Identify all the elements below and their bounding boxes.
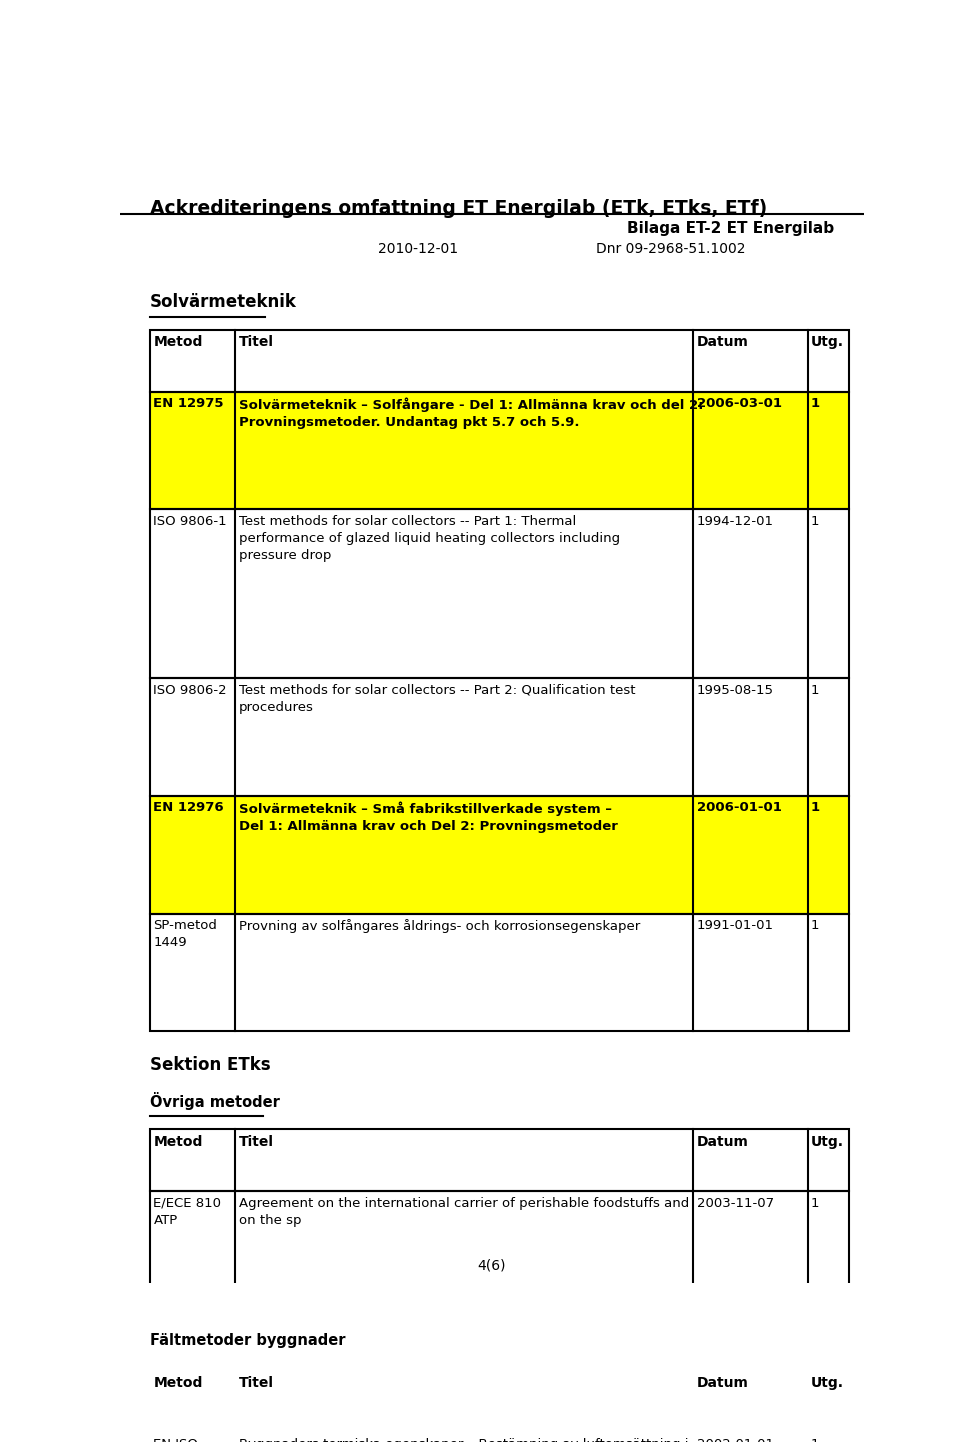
Text: 1: 1 — [810, 684, 819, 696]
Text: 2006-03-01: 2006-03-01 — [697, 398, 781, 411]
Text: 1991-01-01: 1991-01-01 — [697, 919, 774, 932]
Text: 2003-11-07: 2003-11-07 — [697, 1197, 774, 1210]
Text: Bilaga ET-2 ET Energilab: Bilaga ET-2 ET Energilab — [627, 221, 834, 236]
Text: Utg.: Utg. — [810, 1376, 844, 1390]
Text: Metod: Metod — [154, 1135, 203, 1149]
Bar — [150, 392, 849, 509]
Text: 1: 1 — [810, 515, 819, 528]
Text: Test methods for solar collectors -- Part 1: Thermal
performance of glazed liqui: Test methods for solar collectors -- Par… — [239, 515, 620, 562]
Text: EN 12975: EN 12975 — [154, 398, 224, 411]
Text: SP-metod
1449: SP-metod 1449 — [154, 919, 217, 949]
Text: 1: 1 — [810, 1438, 819, 1442]
Bar — [150, 1129, 849, 1191]
Text: Solvärmeteknik: Solvärmeteknik — [150, 293, 297, 311]
Text: Metod: Metod — [154, 1376, 203, 1390]
Bar — [150, 392, 849, 509]
Bar — [150, 678, 849, 796]
Text: Solvärmeteknik – Solfångare - Del 1: Allmänna krav och del 2:
Provningsmetoder. : Solvärmeteknik – Solfångare - Del 1: All… — [239, 398, 704, 428]
Text: Titel: Titel — [239, 335, 274, 349]
Text: EN ISO
12569: EN ISO 12569 — [154, 1438, 199, 1442]
Text: Agreement on the international carrier of perishable foodstuffs and
on the sp: Agreement on the international carrier o… — [239, 1197, 689, 1227]
Text: Fältmetoder byggnader: Fältmetoder byggnader — [150, 1334, 346, 1348]
Text: 2010-12-01: 2010-12-01 — [377, 242, 458, 255]
Bar — [150, 509, 849, 678]
Bar — [150, 1432, 849, 1442]
Text: Utg.: Utg. — [810, 335, 844, 349]
Text: 1: 1 — [810, 802, 820, 815]
Text: Metod: Metod — [154, 335, 203, 349]
Text: Dnr 09-2968-51.1002: Dnr 09-2968-51.1002 — [596, 242, 746, 255]
Text: Test methods for solar collectors -- Part 2: Qualification test
procedures: Test methods for solar collectors -- Par… — [239, 684, 636, 714]
Text: Datum: Datum — [697, 335, 749, 349]
Bar — [150, 330, 849, 392]
Text: Byggnaders termiska egenskaper – Bestämning av luftomsättning i
byggnader - Spår: Byggnaders termiska egenskaper – Bestämn… — [239, 1438, 688, 1442]
Text: Utg.: Utg. — [810, 1135, 844, 1149]
Text: Titel: Titel — [239, 1376, 274, 1390]
Text: 2006-01-01: 2006-01-01 — [697, 802, 781, 815]
Text: 1: 1 — [810, 919, 819, 932]
Text: Ackrediteringens omfattning ET Energilab (ETk, ETks, ETf): Ackrediteringens omfattning ET Energilab… — [150, 199, 767, 218]
Bar — [150, 1370, 849, 1432]
Bar — [150, 796, 849, 914]
Text: 4(6): 4(6) — [478, 1259, 506, 1273]
Text: Titel: Titel — [239, 1135, 274, 1149]
Text: ISO 9806-1: ISO 9806-1 — [154, 515, 228, 528]
Text: Övriga metoder: Övriga metoder — [150, 1093, 279, 1110]
Text: Sektion ETks: Sektion ETks — [150, 1056, 271, 1074]
Text: 1995-08-15: 1995-08-15 — [697, 684, 774, 696]
Text: 1: 1 — [810, 1197, 819, 1210]
Text: EN 12976: EN 12976 — [154, 802, 224, 815]
Bar — [150, 914, 849, 1031]
Text: 1994-12-01: 1994-12-01 — [697, 515, 774, 528]
Bar — [150, 796, 849, 914]
Text: 1: 1 — [810, 398, 820, 411]
Text: Provning av solfångares åldrings- och korrosionsegenskaper: Provning av solfångares åldrings- och ko… — [239, 919, 640, 933]
Text: E/ECE 810
ATP: E/ECE 810 ATP — [154, 1197, 222, 1227]
Text: Datum: Datum — [697, 1135, 749, 1149]
Text: Datum: Datum — [697, 1376, 749, 1390]
Text: 2002-01-01: 2002-01-01 — [697, 1438, 774, 1442]
Bar — [150, 1191, 849, 1309]
Text: ISO 9806-2: ISO 9806-2 — [154, 684, 228, 696]
Text: Solvärmeteknik – Små fabrikstillverkade system –
Del 1: Allmänna krav och Del 2:: Solvärmeteknik – Små fabrikstillverkade … — [239, 802, 618, 833]
